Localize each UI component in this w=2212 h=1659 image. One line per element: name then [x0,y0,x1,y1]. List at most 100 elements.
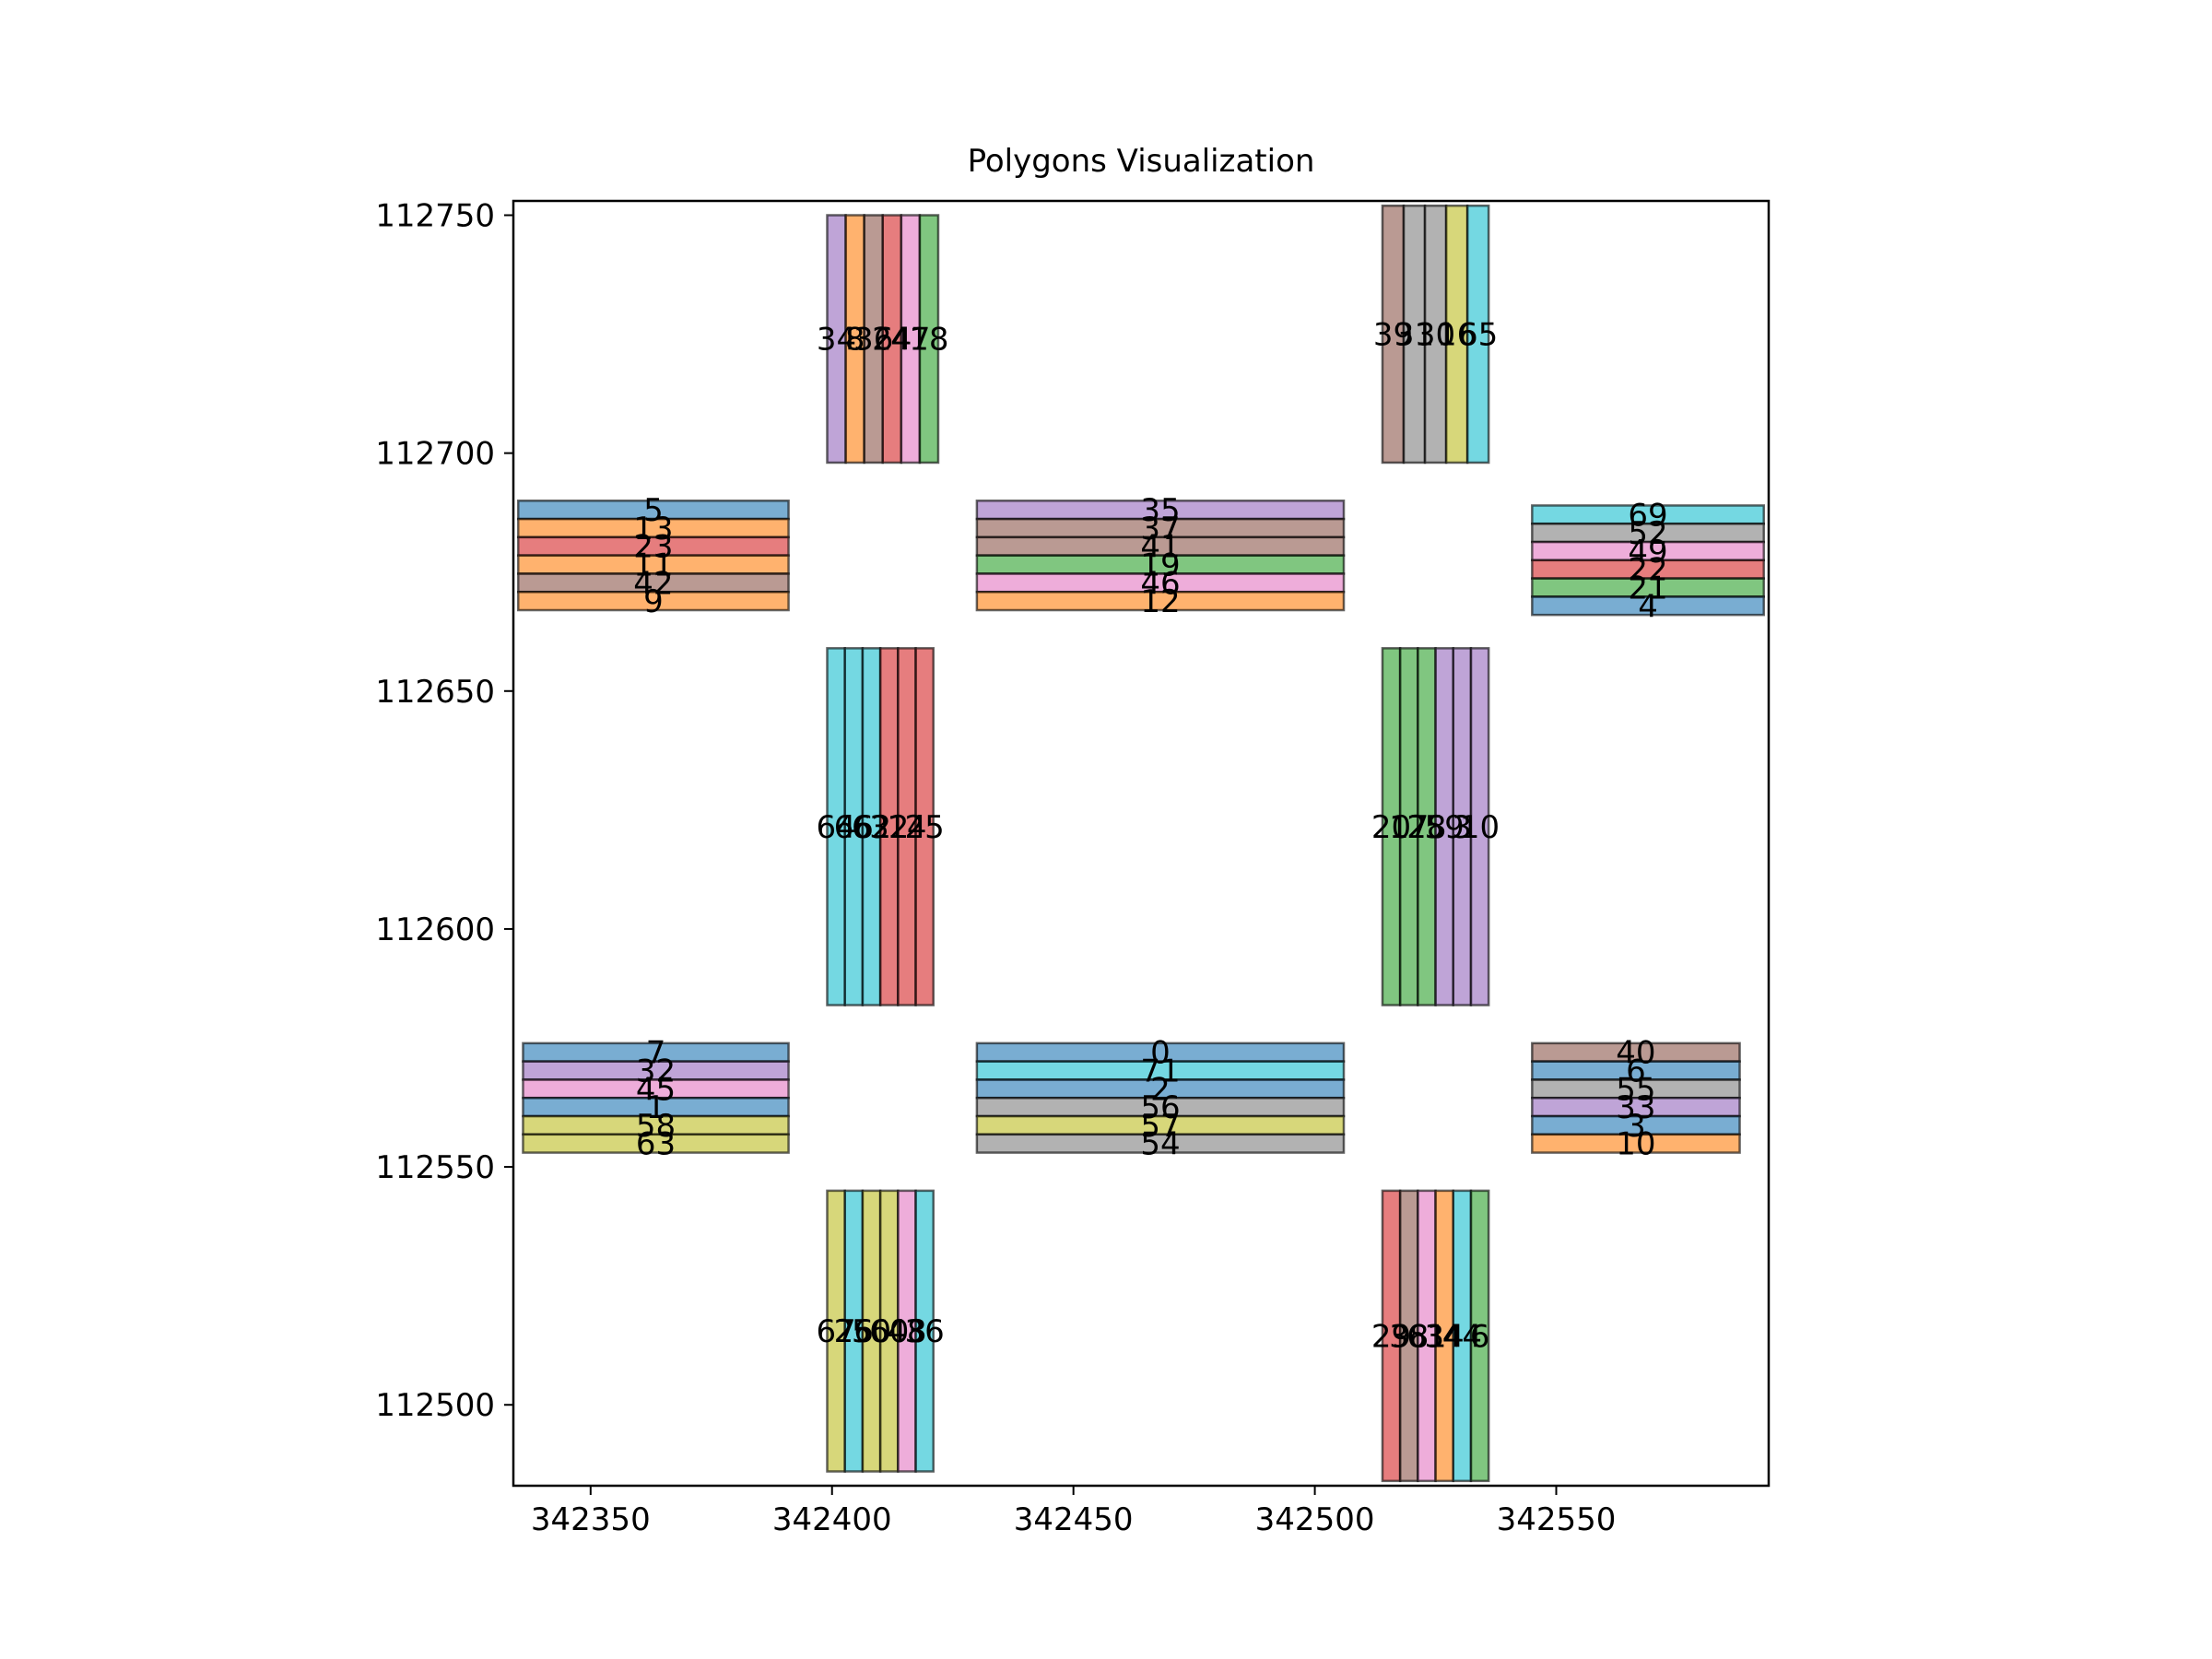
polygon-label: 24 [872,322,912,359]
x-tick-label: 342500 [1255,1501,1375,1538]
x-tick-label: 342350 [531,1501,651,1538]
polygon-label: 31 [1394,317,1434,354]
polygon-label: 61 [1406,1318,1446,1355]
polygon-label: 28 [1406,809,1446,846]
axes-frame [512,199,1771,1488]
polygon-label: 2 [1150,1071,1171,1108]
polygon-label: 3 [1453,809,1473,846]
polygon-label: 45 [636,1071,676,1108]
polygon-label: 56 [1140,1089,1180,1126]
polygon-label: 69 [1628,497,1667,534]
polygon-label: 36 [905,1313,945,1350]
polygon [975,1133,1346,1154]
polygon-label: 6 [1470,1318,1490,1355]
polygon-label: 1 [646,1089,666,1126]
polygon-label: 16 [1437,317,1477,354]
polygon-label: 4 [1638,588,1658,625]
y-tick-label: 112650 [375,674,495,711]
polygon-label: 36 [853,322,893,359]
polygon-label: 47 [890,322,930,359]
polygon [914,1189,935,1473]
polygon-label: 55 [1616,1071,1655,1108]
polygon-label: 35 [1140,492,1180,529]
polygon-label: 34 [1425,1318,1465,1355]
polygon-label: 26 [834,1313,874,1350]
polygon-label: 8 [845,322,865,359]
polygon-label: 41 [1140,529,1180,566]
polygon-label: 58 [636,1108,676,1145]
y-tick-label: 112600 [375,912,495,948]
polygon-label: 60 [869,1313,909,1350]
polygon-label: 14 [887,809,926,846]
polygon-label: 59 [1425,809,1465,846]
polygon-label: 65 [1458,317,1498,354]
polygon-label: 66 [834,809,874,846]
polygon [914,647,935,1006]
polygon-label: 34 [817,322,856,359]
polygon [1465,204,1490,465]
polygon-label: 17 [1389,809,1429,846]
polygon-label: 71 [1140,1053,1180,1090]
polygon [918,214,940,465]
polygon-label: 20 [1371,809,1411,846]
polygon-label: 48 [887,1313,926,1350]
polygon-label: 11 [633,547,673,584]
polygon-label: 10 [1460,809,1500,846]
polygon-label: 38 [1389,1318,1429,1355]
polygon-label: 63 [636,1126,676,1163]
polygon-label: 21 [1628,570,1667,606]
x-tick-label: 342550 [1497,1501,1617,1538]
polygon-label: 10 [1616,1126,1655,1163]
polygon-label: 42 [633,565,673,602]
polygon-label: 40 [1616,1035,1655,1072]
polygon-label: 19 [1140,547,1180,584]
polygon-label: 29 [1371,1318,1411,1355]
chart-title: Polygons Visualization [968,143,1315,180]
polygon-label: 6 [1626,1053,1646,1090]
polygon-label: 12 [1140,583,1180,620]
polygon-label: 25 [905,809,945,846]
polygon-label: 22 [1628,552,1667,589]
x-tick-label: 342400 [772,1501,892,1538]
polygon-label: 64 [816,809,855,846]
polygon-label: 62 [852,809,891,846]
y-tick-label: 112500 [375,1387,495,1424]
y-tick-label: 112550 [375,1149,495,1186]
polygon-label: 54 [1140,1126,1180,1163]
polygon-label: 52 [1628,515,1667,552]
polygon-label: 23 [633,529,673,566]
polygon-label: 49 [1628,534,1667,571]
polygon-label: 9 [643,583,664,620]
polygon-label: 67 [816,1313,855,1350]
polygon-label: 3 [1626,1108,1646,1145]
polygon-label: 39 [1373,317,1413,354]
polygon [522,1133,790,1154]
polygon-label: 37 [1140,511,1180,547]
polygon-label: 13 [633,511,673,547]
x-tick-label: 342450 [1014,1501,1134,1538]
polygon-label: 0 [1150,1035,1171,1072]
y-tick-label: 112700 [375,436,495,473]
polygon-label: 33 [1616,1089,1655,1126]
polygon-label: 57 [1140,1108,1180,1145]
polygon-label: 44 [1442,1318,1482,1355]
polygon-label: 18 [909,322,948,359]
polygon-label: 5 [643,492,664,529]
y-tick-label: 112750 [375,197,495,234]
polygon-label: 7 [646,1035,666,1072]
polygon-label: 50 [852,1313,891,1350]
polygon [1469,647,1490,1006]
